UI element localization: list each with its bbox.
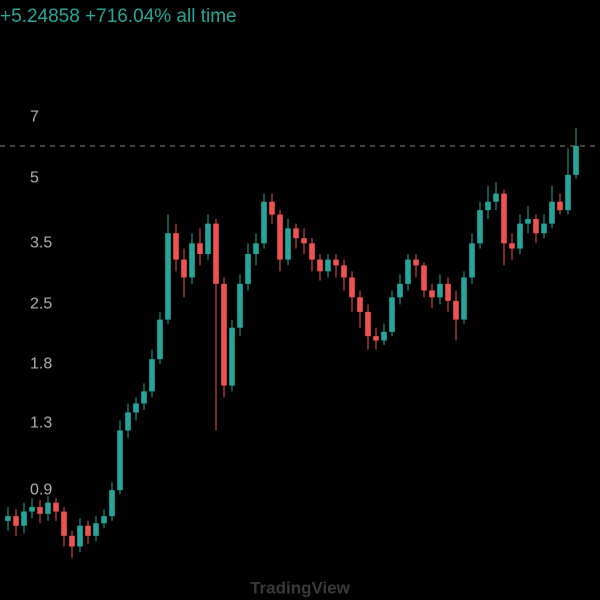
- candle-body: [109, 490, 115, 517]
- candle-body: [181, 259, 187, 278]
- candle-body: [45, 502, 51, 514]
- candle-body: [261, 201, 267, 244]
- candle-body: [125, 412, 131, 431]
- candle-body: [205, 223, 211, 254]
- candle-body: [325, 259, 331, 272]
- candle-body: [485, 201, 491, 211]
- candle-body: [405, 259, 411, 284]
- candle-body: [157, 319, 163, 360]
- y-tick-label: 1.8: [30, 355, 52, 372]
- candle-body: [61, 511, 67, 536]
- candle-body: [149, 359, 155, 392]
- y-tick-label: 5: [30, 170, 39, 187]
- candle-body: [373, 336, 379, 341]
- candle-body: [309, 243, 315, 260]
- candle-body: [293, 228, 299, 239]
- y-tick-label: 0.9: [30, 481, 52, 498]
- candle-body: [197, 243, 203, 254]
- candle-body: [173, 233, 179, 260]
- candle-body: [341, 265, 347, 278]
- candle-body: [573, 145, 579, 175]
- candle-body: [413, 259, 419, 266]
- candle-body: [493, 193, 499, 202]
- candle-body: [141, 391, 147, 404]
- candle-body: [557, 201, 563, 211]
- candle-body: [301, 238, 307, 244]
- performance-summary: +5.24858 +716.04% all time: [0, 6, 237, 27]
- y-tick-label: 7: [30, 109, 39, 126]
- candle-body: [517, 223, 523, 249]
- candle-body: [445, 283, 451, 301]
- candle-body: [5, 516, 11, 521]
- candle-body: [501, 193, 507, 244]
- candle-body: [117, 430, 123, 491]
- candle-body: [29, 507, 35, 512]
- candle-body: [237, 283, 243, 328]
- candle-body: [437, 283, 443, 298]
- candle-body: [397, 283, 403, 298]
- candle-body: [469, 243, 475, 278]
- candle-body: [285, 228, 291, 260]
- candle-body: [189, 243, 195, 278]
- candle-body: [69, 535, 75, 547]
- candle-body: [245, 253, 251, 284]
- candle-body: [53, 502, 59, 512]
- candle-body: [269, 201, 275, 215]
- candle-body: [165, 233, 171, 320]
- candle-body: [565, 174, 571, 211]
- candle-body: [381, 331, 387, 341]
- candle-body: [333, 259, 339, 266]
- candle-body: [421, 265, 427, 291]
- candle-body: [477, 210, 483, 244]
- watermark: TradingView: [250, 578, 351, 597]
- candle-body: [357, 297, 363, 312]
- candle-body: [541, 223, 547, 234]
- candle-body: [365, 311, 371, 337]
- candle-body: [317, 259, 323, 272]
- y-tick-label: 1.3: [30, 415, 52, 432]
- y-tick-label: 3.5: [30, 235, 52, 252]
- candle-body: [221, 283, 227, 386]
- candle-body: [13, 516, 19, 526]
- candle-body: [461, 277, 467, 320]
- candle-body: [253, 243, 259, 254]
- candle-body: [85, 525, 91, 536]
- candle-body: [133, 403, 139, 413]
- y-tick-label: 2.5: [30, 296, 52, 313]
- candle-body: [429, 290, 435, 298]
- candle-body: [77, 525, 83, 547]
- candle-body: [533, 219, 539, 234]
- candle-body: [93, 523, 99, 536]
- candle-body: [213, 223, 219, 284]
- candle-body: [509, 243, 515, 249]
- candle-body: [229, 327, 235, 386]
- candle-body: [389, 297, 395, 332]
- candle-body: [277, 214, 283, 260]
- candle-body: [21, 511, 27, 526]
- candle-body: [349, 277, 355, 298]
- candle-body: [453, 300, 459, 320]
- candle-body: [37, 507, 43, 514]
- candle-body: [525, 219, 531, 224]
- candle-body: [101, 516, 107, 524]
- candle-body: [549, 201, 555, 224]
